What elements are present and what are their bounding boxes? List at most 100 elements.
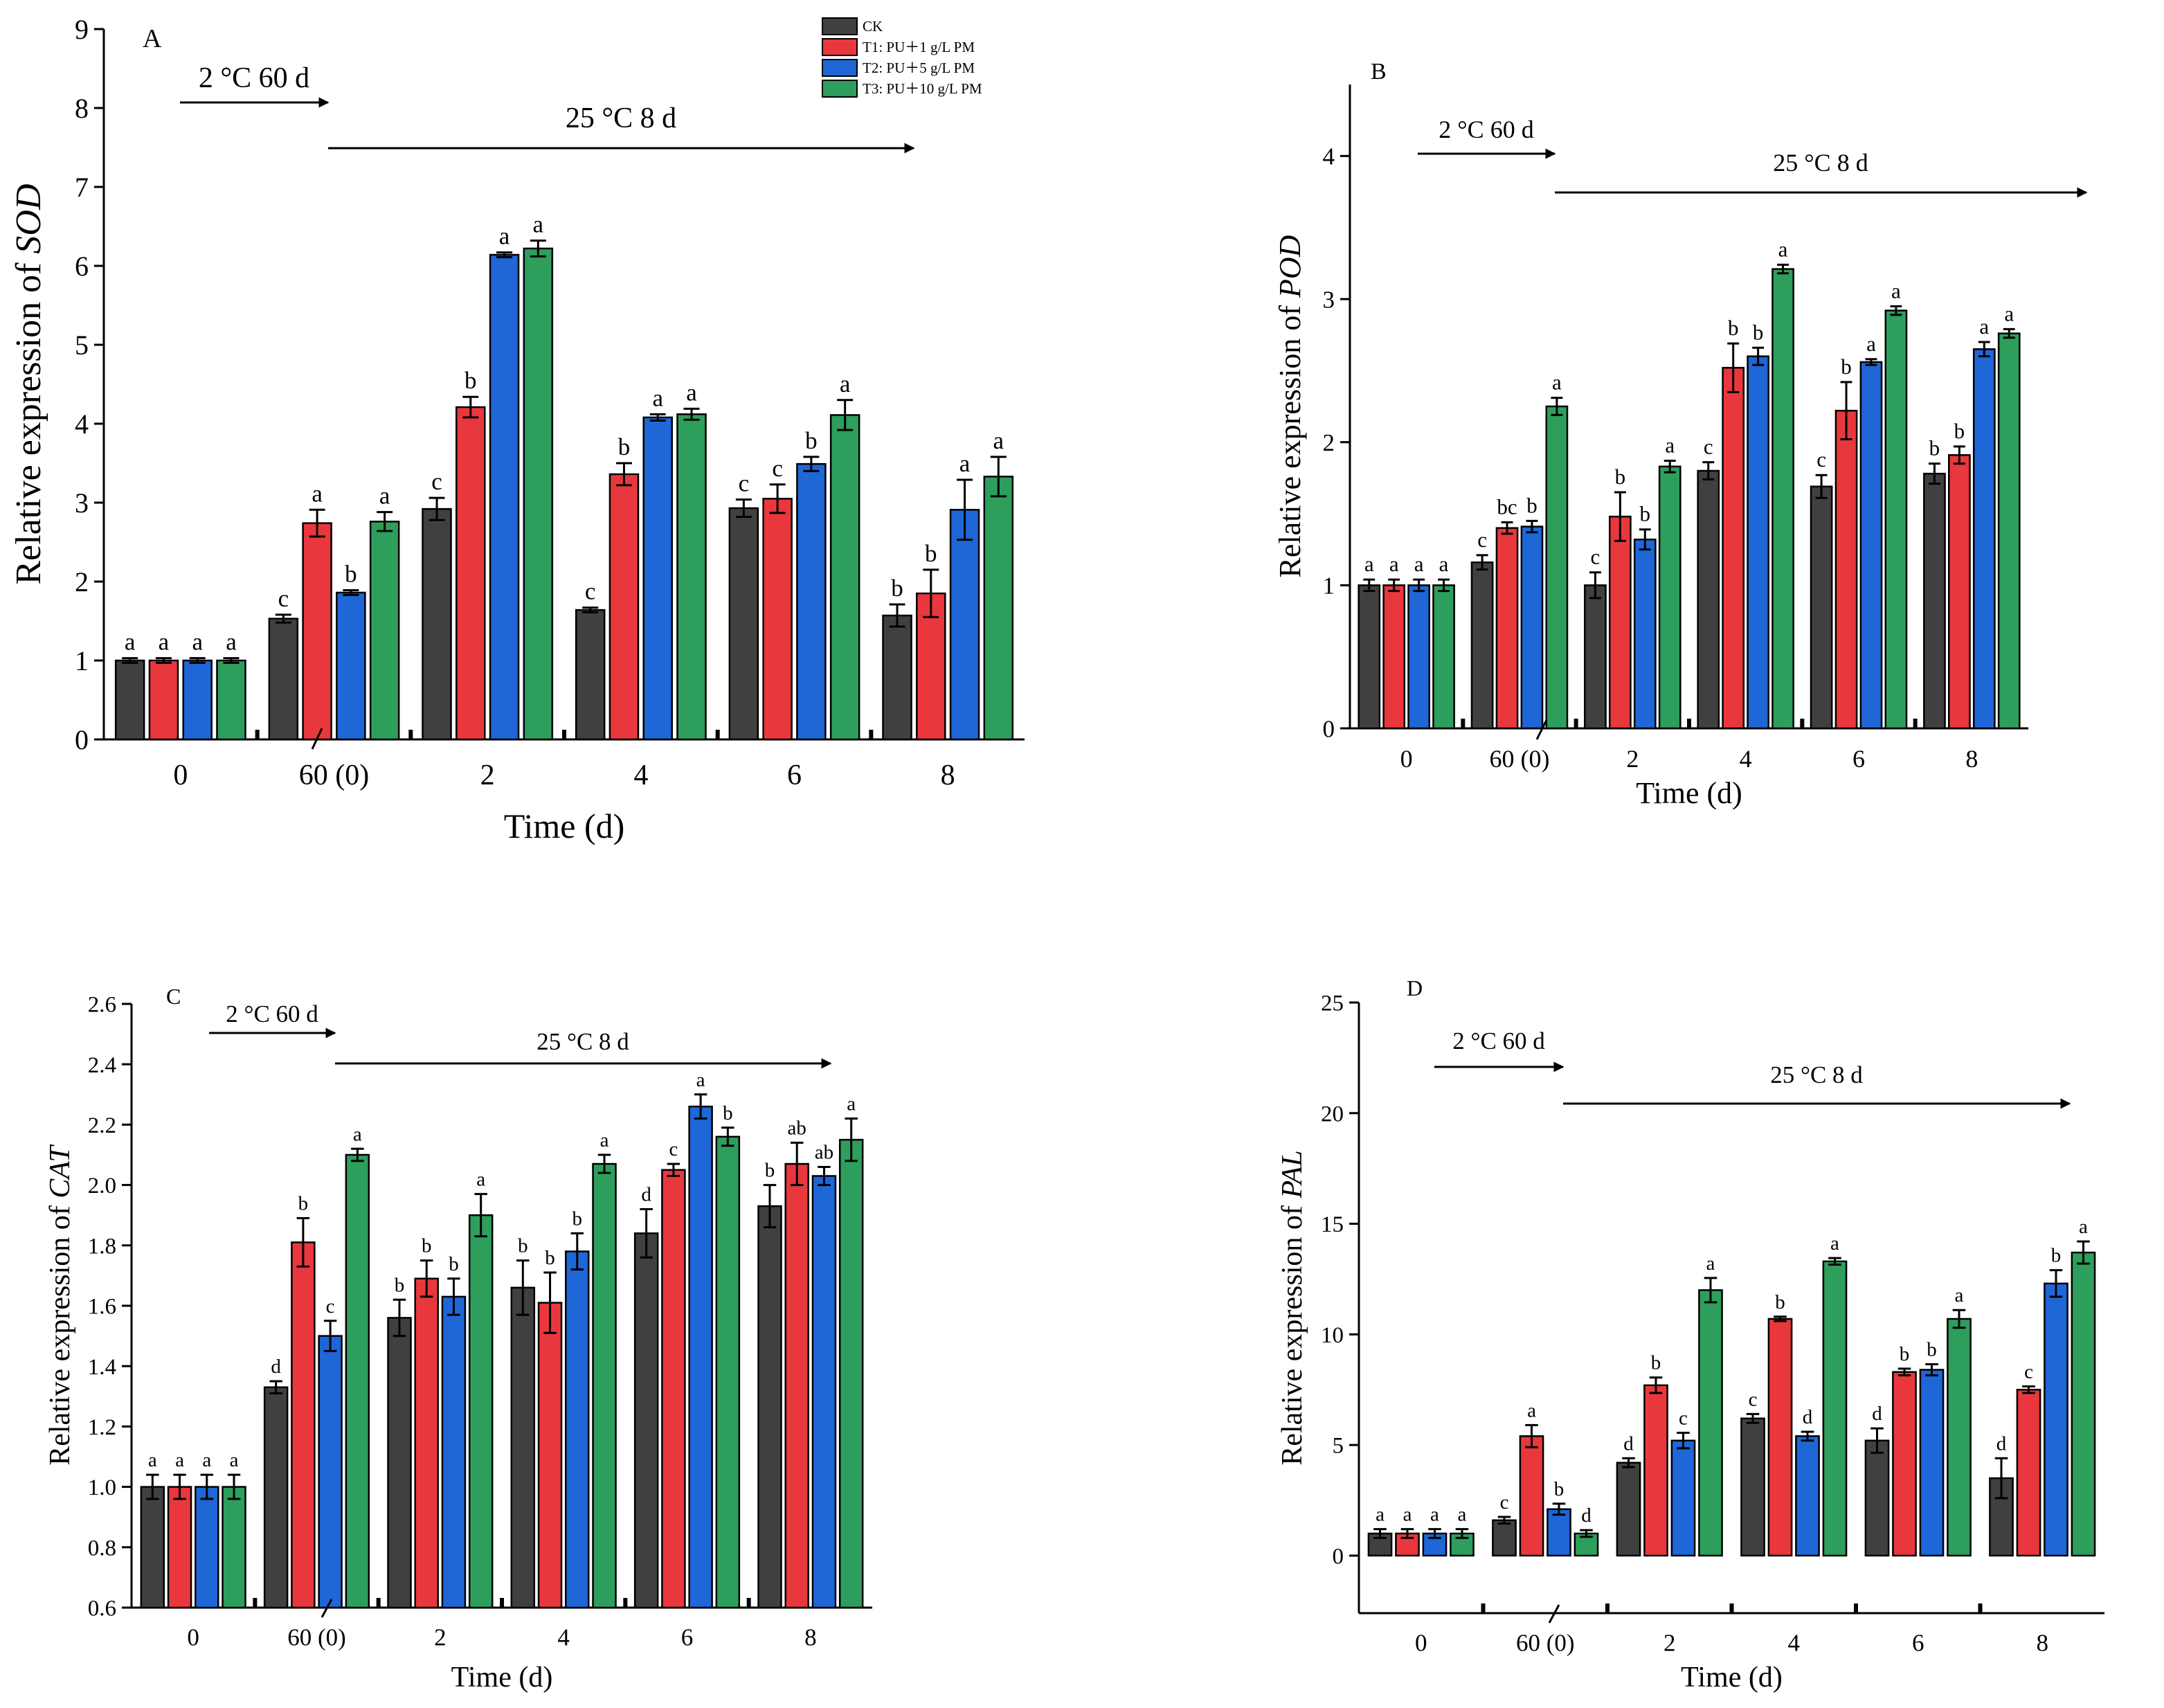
significance-letter: a [533,211,544,238]
bar [1670,1439,1696,1557]
significance-letter: c [278,585,289,612]
significance-letter: a [1552,370,1562,395]
bar [441,1295,467,1609]
legend-swatch [822,59,858,77]
significance-letter: c [1679,1408,1688,1430]
y-tick-label: 7 [75,172,89,203]
significance-letter: bc [1497,494,1517,519]
significance-letter: b [2051,1245,2062,1267]
axis-break-mark [311,728,323,750]
bar [676,413,707,741]
cold-storage-label: 2 °C 60 d [1452,1027,1545,1054]
y-tick-label: 0.6 [88,1597,116,1621]
shelf-storage-label: 25 °C 8 d [1770,1061,1863,1088]
y-tick-label: 1 [1323,573,1335,600]
significance-letter: b [1929,436,1940,460]
legend-swatch [822,80,858,98]
significance-letter: b [518,1235,528,1257]
significance-letter: a [2004,301,2014,325]
y-tick-label: 4 [1323,143,1335,170]
significance-letter: c [431,468,442,495]
bar [182,659,213,741]
y-axis-label-gene: CAT [44,1144,76,1198]
legend-swatch [822,17,858,35]
significance-letter: d [641,1183,651,1205]
bar [1822,1260,1848,1557]
x-boundary-tick [1481,1603,1486,1613]
bar [608,473,640,741]
axis-break-mark [1535,719,1548,740]
bar [1633,538,1657,730]
significance-letter: a [1403,1504,1412,1526]
x-tick-label: 6 [787,759,802,791]
y-tick-label: 1.0 [88,1475,116,1500]
y-tick-label: 0.8 [88,1536,116,1561]
x-boundary-tick [255,730,260,739]
significance-letter: a [600,1129,609,1151]
significance-letter: b [765,1160,775,1182]
bar [302,522,332,741]
bar [2044,1282,2068,1557]
y-tick-label: 1.8 [88,1234,116,1259]
significance-letter: b [723,1102,733,1124]
bar [575,609,606,741]
significance-letter: a [379,483,390,510]
y-tick-label: 1.2 [88,1415,116,1440]
significance-letter: a [1830,1232,1839,1255]
significance-letter: c [739,469,750,496]
significance-letter: a [1778,237,1788,261]
bar [1470,561,1494,730]
x-boundary-tick [1687,719,1691,728]
y-tick-label: 2.2 [88,1113,116,1138]
bar [1795,1435,1820,1557]
bar [1520,525,1544,730]
significance-letter: c [2024,1360,2033,1383]
significance-letter: a [1389,552,1399,576]
significance-letter: c [1749,1388,1758,1410]
significance-letter: a [1364,552,1374,576]
x-tick-label: 2 [480,759,495,791]
legend-swatch [822,38,858,56]
significance-letter: d [1803,1406,1813,1428]
bar [537,1302,563,1609]
y-axis-label-prefix: Relative expression of [1273,298,1307,577]
significance-letter: d [1996,1432,2007,1455]
bar [1584,584,1607,730]
significance-letter: a [696,1069,705,1091]
x-axis-label: Time (d) [504,807,625,845]
bar [983,476,1014,741]
significance-letter: ab [788,1117,806,1140]
y-tick-label: 2.6 [88,993,116,1018]
bar [1810,485,1833,730]
x-boundary-tick [715,730,720,739]
x-tick-label: 6 [681,1624,694,1651]
significance-letter: d [1872,1403,1882,1425]
significance-letter: a [353,1123,362,1145]
bar [1859,361,1883,730]
significance-letter: b [345,561,357,588]
bar [263,1386,289,1609]
bar [148,659,179,741]
significance-letter: b [1615,465,1626,489]
y-tick-label: 1.6 [88,1295,116,1320]
significance-letter: a [847,1093,856,1115]
x-tick-label: 8 [804,1624,817,1651]
x-tick-label: 4 [557,1624,570,1651]
y-tick-label: 1 [75,645,89,676]
y-tick-label: 0 [1323,715,1335,742]
bar [456,406,486,741]
y-tick-label: 25 [1321,991,1344,1016]
x-tick-label: 60 (0) [299,759,369,791]
significance-letter: b [1775,1291,1785,1313]
significance-letter: c [669,1138,678,1160]
bar [762,498,793,741]
y-axis-label: Relative expression of PAL [1277,1150,1308,1465]
significance-letter: d [1623,1432,1634,1455]
y-axis-label: Relative expression of CAT [44,1144,76,1466]
significance-letter: ab [815,1141,833,1163]
bar [369,521,400,741]
bar [633,1232,659,1609]
significance-letter: a [1706,1252,1715,1275]
bar [114,659,145,741]
significance-letter: a [1376,1504,1385,1526]
